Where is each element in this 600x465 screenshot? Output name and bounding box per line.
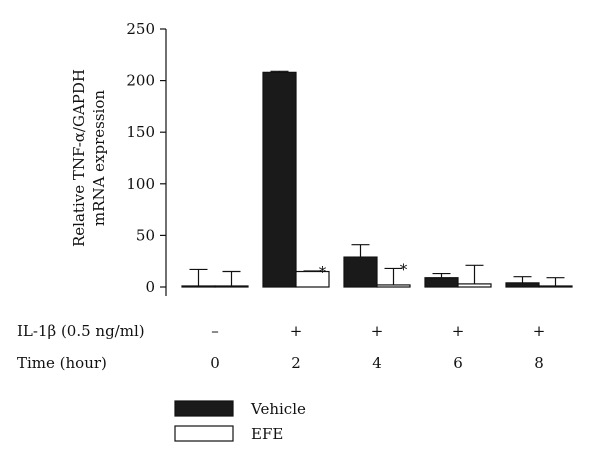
y-tick-label-0: 0 xyxy=(145,278,155,296)
condition-value-0-4: + xyxy=(533,322,546,340)
bar-2-0 xyxy=(343,256,378,288)
y-tick-label-5: 250 xyxy=(126,20,155,38)
bars: * * xyxy=(181,70,573,288)
bar-1-1 xyxy=(295,270,330,288)
y-tick-label-2: 100 xyxy=(126,175,155,193)
condition-value-0-2: + xyxy=(371,322,384,340)
y-axis: 0 50 100 150 200 250 xyxy=(126,20,167,296)
bar-4-0 xyxy=(505,282,540,288)
condition-label-1: Time (hour) xyxy=(17,354,107,372)
bar-0-0 xyxy=(181,285,216,288)
legend-swatch-1 xyxy=(174,425,234,442)
condition-value-0-0: – xyxy=(211,322,219,340)
condition-value-0-3: + xyxy=(452,322,465,340)
bar-2-1 xyxy=(376,284,411,288)
legend: Vehicle EFE xyxy=(174,400,306,443)
y-tick-label-1: 50 xyxy=(136,226,155,244)
condition-value-1-2: 4 xyxy=(372,354,382,372)
condition-table: IL-1β (0.5 ng/ml) – + + + + Time (hour) 0 2 4 6 8 xyxy=(17,322,545,372)
condition-value-1-1: 2 xyxy=(291,354,301,372)
condition-value-1-0: 0 xyxy=(210,354,220,372)
significance-mark-1: * xyxy=(400,260,408,278)
bar-1-0 xyxy=(262,71,297,288)
y-axis-label: Relative TNF-α/GAPDH mRNA expression xyxy=(70,69,108,247)
significance-mark-0: * xyxy=(319,263,327,281)
condition-value-1-3: 6 xyxy=(453,354,463,372)
condition-label-0: IL-1β (0.5 ng/ml) xyxy=(17,322,145,340)
legend-entry-1: EFE xyxy=(251,425,283,443)
y-axis-label-line-0: Relative TNF-α/GAPDH xyxy=(70,69,88,247)
bar-3-0 xyxy=(424,277,459,288)
legend-swatch-0 xyxy=(174,400,234,417)
legend-entry-0: Vehicle xyxy=(250,400,306,418)
bar-3-1 xyxy=(457,283,492,288)
condition-value-0-1: + xyxy=(290,322,303,340)
condition-value-1-4: 8 xyxy=(534,354,544,372)
y-tick-label-3: 150 xyxy=(126,123,155,141)
bar-0-1 xyxy=(214,285,249,288)
y-axis-label-line-1: mRNA expression xyxy=(90,90,108,226)
bar-4-1 xyxy=(538,285,573,288)
y-tick-label-4: 200 xyxy=(126,72,155,90)
